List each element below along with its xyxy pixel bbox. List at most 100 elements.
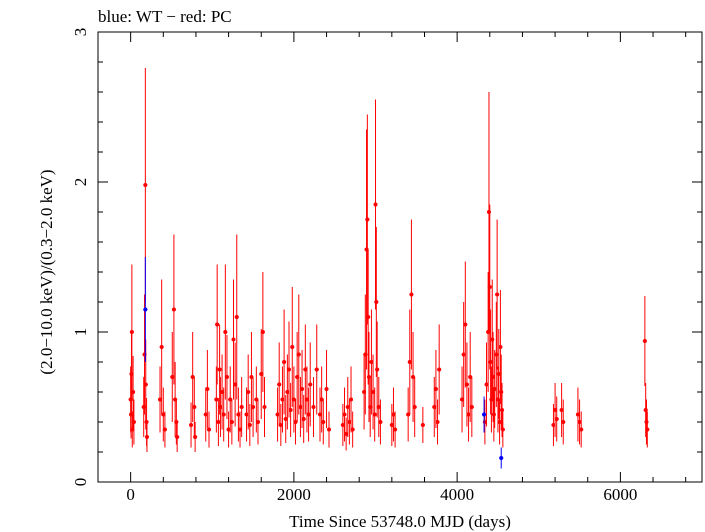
- x-axis: 0 2000 4000 6000: [126, 32, 687, 504]
- pc-point: [192, 405, 197, 409]
- pc-point: [318, 412, 323, 417]
- pc-point: [221, 412, 226, 417]
- pc-point: [435, 420, 440, 424]
- pc-point: [228, 397, 233, 402]
- pc-point: [496, 372, 501, 376]
- y-tick-label: 3: [71, 28, 90, 37]
- pc-point: [161, 412, 166, 417]
- pc-point: [488, 360, 493, 364]
- pc-point: [372, 412, 377, 417]
- pc-point: [551, 423, 556, 427]
- pc-point: [247, 423, 252, 427]
- pc-point: [486, 210, 491, 214]
- pc-point: [255, 420, 260, 424]
- pc-point: [251, 405, 256, 409]
- pc-point: [189, 423, 194, 427]
- pc-point: [378, 420, 383, 424]
- pc-point: [374, 300, 379, 304]
- pc-point: [437, 367, 442, 372]
- pc-point: [376, 405, 381, 409]
- wt-point: [143, 307, 148, 312]
- pc-point: [244, 412, 249, 417]
- pc-point: [217, 367, 222, 372]
- pc-point: [645, 427, 650, 432]
- pc-point: [249, 375, 254, 379]
- pc-point: [561, 420, 566, 424]
- pc-point: [296, 352, 301, 357]
- pc-point: [282, 360, 287, 364]
- pc-point: [407, 360, 412, 364]
- pc-point: [411, 375, 416, 379]
- pc-point: [492, 387, 497, 391]
- pc-point: [375, 367, 380, 372]
- pc-point: [420, 423, 425, 427]
- pc-point: [285, 390, 290, 394]
- pc-point: [373, 202, 378, 207]
- pc-point: [432, 405, 437, 409]
- pc-point: [238, 427, 243, 432]
- pc-point: [236, 412, 241, 417]
- pc-point: [433, 387, 438, 391]
- wt-point: [482, 412, 487, 417]
- pc-point: [218, 405, 223, 409]
- pc-point: [366, 315, 371, 319]
- pc-point: [350, 427, 355, 432]
- pc-point: [159, 345, 164, 349]
- pc-point: [278, 423, 283, 427]
- pc-point: [306, 412, 311, 417]
- y-tick-label: 0: [71, 478, 90, 487]
- pc-point: [393, 427, 398, 432]
- pc-point: [131, 420, 136, 424]
- pc-point: [291, 397, 296, 402]
- pc-point: [391, 412, 396, 417]
- pc-point: [144, 435, 149, 439]
- pc-point: [406, 412, 411, 417]
- pc-point: [347, 420, 352, 424]
- pc-point: [500, 427, 505, 432]
- pc-point: [231, 337, 236, 342]
- y-axis: 0 1 2 3: [71, 28, 702, 487]
- pc-point: [216, 420, 221, 424]
- pc-point: [215, 322, 220, 327]
- pc-point: [644, 420, 649, 424]
- pc-point: [171, 307, 176, 312]
- pc-point: [214, 397, 219, 402]
- pc-point: [577, 420, 582, 424]
- pc-point: [300, 387, 305, 391]
- y-tick-label: 1: [71, 328, 90, 337]
- pc-point: [304, 397, 309, 402]
- pc-point: [321, 420, 326, 424]
- pc-point: [226, 427, 231, 432]
- pc-point: [311, 405, 316, 409]
- pc-point: [246, 390, 251, 394]
- pc-point: [575, 412, 580, 417]
- pc-point: [324, 387, 329, 391]
- pc-point: [487, 285, 492, 289]
- pc-point: [170, 375, 175, 379]
- pc-point: [234, 315, 239, 319]
- pc-point: [497, 420, 502, 424]
- chart-title: blue: WT − red: PC: [98, 7, 232, 26]
- pc-point: [193, 435, 198, 439]
- pc-point: [298, 405, 303, 409]
- pc-point: [468, 375, 473, 379]
- pc-point: [174, 420, 179, 424]
- pc-point: [233, 382, 238, 387]
- pc-point: [500, 408, 505, 412]
- pc-point: [203, 412, 208, 417]
- pc-point: [143, 183, 148, 187]
- pc-point: [129, 330, 134, 334]
- pc-point: [491, 375, 496, 379]
- pc-point: [286, 367, 291, 372]
- pc-point: [314, 367, 319, 372]
- x-tick-label: 6000: [603, 485, 637, 504]
- pc-point: [158, 397, 163, 402]
- pc-point: [498, 345, 503, 349]
- pc-point: [229, 420, 234, 424]
- pc-point: [369, 360, 374, 364]
- x-tick-label: 4000: [440, 485, 474, 504]
- pc-point: [288, 408, 293, 412]
- pc-point: [130, 427, 135, 432]
- pc-point: [207, 427, 212, 432]
- pc-point: [412, 405, 417, 409]
